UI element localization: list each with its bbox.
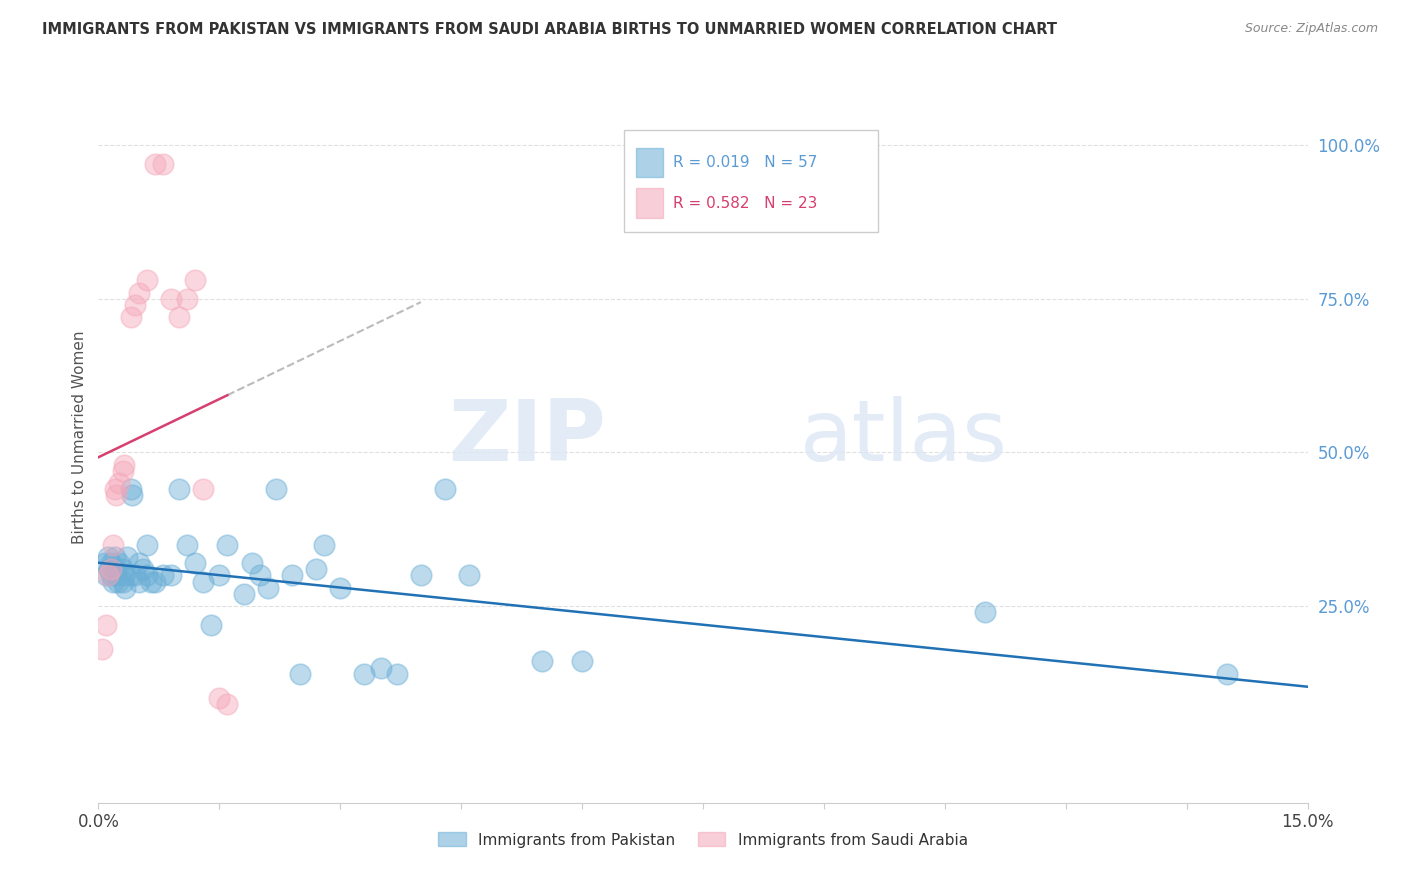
Point — [124, 568, 146, 582]
Point — [208, 691, 231, 706]
Point — [101, 538, 124, 552]
FancyBboxPatch shape — [624, 130, 879, 232]
Point — [112, 458, 135, 472]
Point — [305, 562, 328, 576]
Point — [530, 655, 553, 669]
Point — [135, 538, 157, 552]
Point — [120, 483, 142, 497]
Point — [100, 556, 122, 570]
Point — [1216, 666, 1239, 681]
Point — [167, 310, 190, 325]
Text: atlas: atlas — [800, 395, 1008, 479]
Point — [167, 483, 190, 497]
Point — [100, 562, 122, 576]
Point — [217, 698, 239, 712]
Text: R = 0.019   N = 57: R = 0.019 N = 57 — [672, 155, 817, 170]
Point — [288, 666, 311, 681]
Point — [96, 617, 118, 632]
Point — [329, 581, 352, 595]
Point — [353, 666, 375, 681]
Point — [458, 568, 481, 582]
Point — [120, 568, 142, 582]
Text: Source: ZipAtlas.com: Source: ZipAtlas.com — [1244, 22, 1378, 36]
Point — [385, 666, 408, 681]
Point — [208, 568, 231, 582]
Point — [107, 556, 129, 570]
Point — [974, 605, 997, 619]
Point — [91, 642, 114, 657]
Point — [105, 568, 128, 582]
Point — [97, 549, 120, 564]
Point — [217, 538, 239, 552]
Point — [132, 562, 155, 576]
Point — [103, 483, 125, 497]
Point — [193, 483, 215, 497]
Point — [314, 538, 336, 552]
Point — [249, 568, 271, 582]
Point — [176, 538, 198, 552]
Point — [176, 292, 198, 306]
Point — [135, 273, 157, 287]
Text: IMMIGRANTS FROM PAKISTAN VS IMMIGRANTS FROM SAUDI ARABIA BIRTHS TO UNMARRIED WOM: IMMIGRANTS FROM PAKISTAN VS IMMIGRANTS F… — [42, 22, 1057, 37]
Point — [103, 562, 125, 576]
Bar — [637, 188, 664, 218]
Point — [128, 285, 150, 300]
Point — [135, 568, 157, 582]
Point — [128, 574, 150, 589]
Point — [232, 587, 254, 601]
Point — [100, 568, 122, 582]
Point — [143, 156, 166, 170]
Point — [143, 574, 166, 589]
Point — [107, 574, 129, 589]
Point — [124, 298, 146, 312]
Point — [111, 574, 134, 589]
Point — [200, 617, 222, 632]
Point — [94, 556, 117, 570]
Point — [111, 464, 134, 478]
Point — [434, 483, 457, 497]
Point — [105, 488, 128, 502]
Point — [281, 568, 304, 582]
Point — [240, 556, 263, 570]
Point — [97, 562, 120, 576]
Point — [96, 568, 118, 582]
Legend: Immigrants from Pakistan, Immigrants from Saudi Arabia: Immigrants from Pakistan, Immigrants fro… — [432, 826, 974, 854]
Point — [152, 568, 174, 582]
Point — [121, 488, 143, 502]
Point — [114, 581, 136, 595]
Point — [160, 568, 183, 582]
Text: ZIP: ZIP — [449, 395, 606, 479]
Point — [115, 549, 138, 564]
Point — [193, 574, 215, 589]
Point — [370, 660, 392, 674]
Point — [97, 568, 120, 582]
Point — [112, 568, 135, 582]
Y-axis label: Births to Unmarried Women: Births to Unmarried Women — [72, 330, 87, 544]
Point — [120, 310, 142, 325]
Text: R = 0.582   N = 23: R = 0.582 N = 23 — [672, 195, 817, 211]
Point — [184, 273, 207, 287]
Point — [152, 156, 174, 170]
Bar — [637, 148, 664, 178]
Point — [103, 549, 125, 564]
Point — [256, 581, 278, 595]
Point — [139, 574, 162, 589]
Point — [160, 292, 183, 306]
Point — [409, 568, 432, 582]
Point — [101, 574, 124, 589]
Point — [571, 655, 593, 669]
Point — [107, 476, 129, 491]
Point — [128, 556, 150, 570]
Point — [264, 483, 287, 497]
Point — [111, 562, 134, 576]
Point — [184, 556, 207, 570]
